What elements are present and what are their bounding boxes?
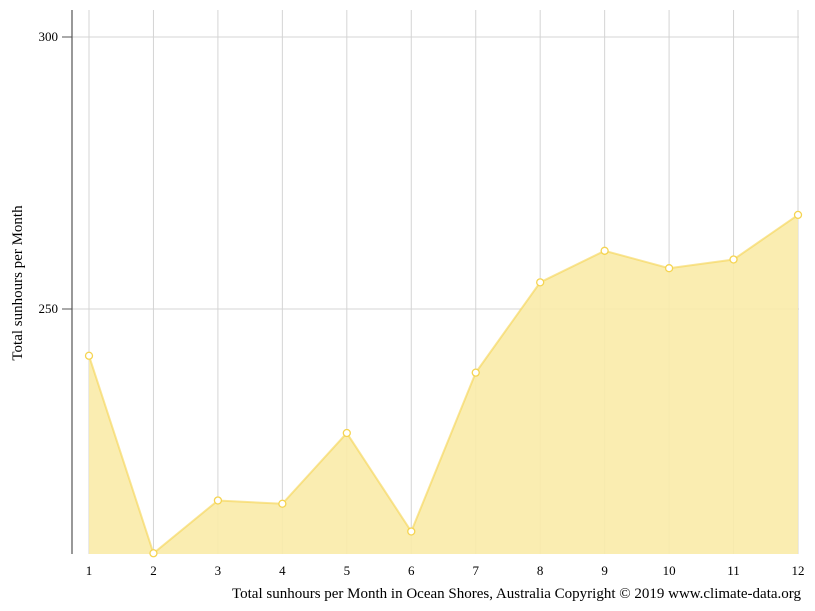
data-point: [213, 496, 223, 505]
data-points: [84, 210, 803, 558]
series-line: [88, 214, 799, 555]
data-point: [600, 246, 609, 255]
area-fill: [89, 214, 798, 554]
x-tick-label: 7: [472, 563, 479, 578]
axes: [62, 10, 73, 554]
x-tick-labels: 1 2 3 4 5 6 7 8 9 10 11 12: [86, 563, 805, 578]
data-point: [729, 255, 738, 264]
data-point: [664, 264, 674, 273]
y-tick-label: 300: [39, 29, 59, 44]
data-point: [342, 428, 351, 438]
x-tick-label: 3: [215, 563, 222, 578]
data-point: [84, 351, 94, 360]
x-tick-label: 8: [537, 563, 544, 578]
x-tick-label: 12: [792, 563, 805, 578]
x-tick-label: 4: [279, 563, 286, 578]
y-tick-labels: 250 300: [39, 29, 59, 316]
chart-caption: Total sunhours per Month in Ocean Shores…: [232, 586, 801, 602]
data-point: [793, 210, 803, 220]
x-tick-label: 11: [727, 563, 740, 578]
x-tick-label: 1: [86, 563, 93, 578]
x-tick-label: 6: [408, 563, 415, 578]
data-point: [278, 499, 287, 508]
data-point: [407, 527, 416, 536]
y-axis-title: Total sunhours per Month: [10, 205, 26, 361]
data-point: [536, 278, 545, 287]
data-point: [471, 368, 480, 377]
x-tick-label: 5: [344, 563, 351, 578]
x-tick-label: 10: [663, 563, 676, 578]
y-tick-label: 250: [39, 301, 59, 316]
x-tick-label: 2: [150, 563, 157, 578]
area-layer: [88, 214, 799, 555]
data-point: [149, 549, 158, 558]
x-tick-label: 9: [601, 563, 608, 578]
